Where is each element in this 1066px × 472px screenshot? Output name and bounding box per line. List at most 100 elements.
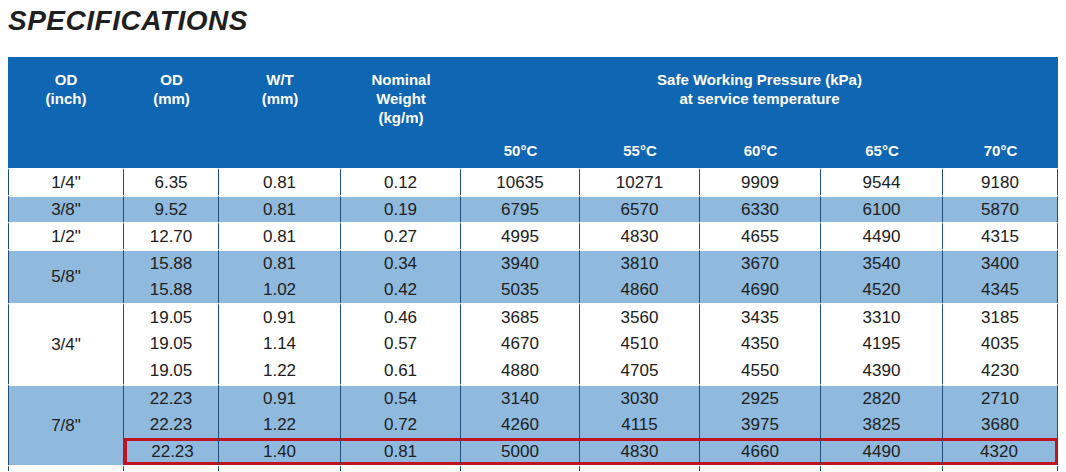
data-cell: 15.88: [124, 249, 219, 276]
data-cell: 4860: [580, 276, 700, 303]
data-cell: 1.40: [219, 438, 341, 465]
data-cell: [580, 465, 700, 471]
data-cell: 0.61: [341, 357, 461, 384]
data-cell: 0.46: [341, 303, 461, 330]
data-cell: [124, 465, 219, 471]
table-row: 15.881.020.4250354860469045204345: [8, 276, 1058, 303]
col-header-65c: 65°C: [821, 123, 943, 168]
header-line: OD: [55, 71, 78, 88]
data-cell: 3310: [821, 303, 943, 330]
data-cell: 3540: [821, 249, 943, 276]
data-cell: 4655: [700, 222, 821, 249]
data-cell: 4260: [461, 411, 580, 438]
data-cell: 5035: [461, 276, 580, 303]
data-cell: 19.05: [124, 330, 219, 357]
data-cell: 19.05: [124, 303, 219, 330]
data-cell: 0.81: [341, 438, 461, 465]
data-cell: 3400: [943, 249, 1058, 276]
data-cell: 0.81: [219, 168, 341, 195]
col-header-70c: 70°C: [943, 123, 1058, 168]
data-cell: 0.54: [341, 384, 461, 411]
data-cell: [700, 465, 821, 471]
data-cell: 0.81: [219, 195, 341, 222]
header-line: Weight: [376, 90, 426, 107]
col-header-nominal-weight: Nominal Weight (kg/m): [341, 57, 461, 168]
data-cell: 4390: [821, 357, 943, 384]
od-inch-cell: 7/8": [8, 384, 124, 465]
data-cell: 9180: [943, 168, 1058, 195]
table-row: 1/4"6.350.810.121063510271990995449180: [8, 168, 1058, 195]
table-row: 19.051.140.5746704510435041954035: [8, 330, 1058, 357]
data-cell: 4705: [580, 357, 700, 384]
header-row-main: OD (inch) OD (mm) W/T (mm) Nominal Weigh…: [8, 57, 1058, 123]
data-cell: 0.72: [341, 411, 461, 438]
data-cell: [8, 465, 124, 471]
col-header-od-mm: OD (mm): [124, 57, 219, 168]
data-cell: 3810: [580, 249, 700, 276]
header-line: Safe Working Pressure (kPa): [657, 71, 862, 88]
data-cell: 4115: [580, 411, 700, 438]
data-cell: 3975: [700, 411, 821, 438]
data-cell: 9909: [700, 168, 821, 195]
header-line: at service temperature: [679, 90, 839, 107]
table-row: 22.231.220.7242604115397538253680: [8, 411, 1058, 438]
data-cell: 4350: [700, 330, 821, 357]
data-cell: 4660: [700, 438, 821, 465]
od-inch-cell: 3/4": [8, 303, 124, 384]
data-cell: 1.14: [219, 330, 341, 357]
data-cell: 4830: [580, 438, 700, 465]
col-header-wt: W/T (mm): [219, 57, 341, 168]
data-cell: 4550: [700, 357, 821, 384]
data-cell: [341, 465, 461, 471]
data-cell: 3940: [461, 249, 580, 276]
header-line: Nominal: [371, 71, 430, 88]
data-cell: 4690: [700, 276, 821, 303]
data-cell: 22.23: [124, 438, 219, 465]
data-cell: 3030: [580, 384, 700, 411]
data-cell: 4345: [943, 276, 1058, 303]
specifications-table: OD (inch) OD (mm) W/T (mm) Nominal Weigh…: [8, 57, 1058, 471]
col-header-50c: 50°C: [461, 123, 580, 168]
header-line: W/T: [266, 71, 294, 88]
data-cell: [821, 465, 943, 471]
data-cell: 3185: [943, 303, 1058, 330]
data-cell: [219, 465, 341, 471]
data-cell: 4230: [943, 357, 1058, 384]
data-cell: 3670: [700, 249, 821, 276]
page-title: SPECIFICATIONS: [8, 4, 1066, 38]
data-cell: 9.52: [124, 195, 219, 222]
col-header-safe-working-pressure: Safe Working Pressure (kPa) at service t…: [461, 57, 1058, 123]
data-cell: 0.27: [341, 222, 461, 249]
data-cell: 4490: [821, 222, 943, 249]
od-inch-cell: 1/4": [8, 168, 124, 195]
data-cell: 3560: [580, 303, 700, 330]
data-cell: 0.19: [341, 195, 461, 222]
data-cell: 3825: [821, 411, 943, 438]
table-header: OD (inch) OD (mm) W/T (mm) Nominal Weigh…: [8, 57, 1058, 168]
header-line: (kg/m): [379, 109, 424, 126]
table-row: 1/2"12.700.810.2749954830465544904315: [8, 222, 1058, 249]
data-cell: 10635: [461, 168, 580, 195]
data-cell: 4315: [943, 222, 1058, 249]
data-cell: 4880: [461, 357, 580, 384]
header-line: (mm): [153, 90, 190, 107]
od-inch-cell: 5/8": [8, 249, 124, 303]
data-cell: 0.57: [341, 330, 461, 357]
data-cell: 3685: [461, 303, 580, 330]
data-cell: 2710: [943, 384, 1058, 411]
data-cell: 4995: [461, 222, 580, 249]
data-cell: 2820: [821, 384, 943, 411]
data-cell: 15.88: [124, 276, 219, 303]
data-cell: 9544: [821, 168, 943, 195]
data-cell: 1.02: [219, 276, 341, 303]
data-cell: 0.12: [341, 168, 461, 195]
data-cell: 12.70: [124, 222, 219, 249]
data-cell: 0.81: [219, 249, 341, 276]
data-cell: 5000: [461, 438, 580, 465]
data-cell: 0.34: [341, 249, 461, 276]
data-cell: 10271: [580, 168, 700, 195]
cutoff-row: [8, 465, 1058, 471]
data-cell: 0.81: [219, 222, 341, 249]
data-cell: 4830: [580, 222, 700, 249]
data-cell: 6.35: [124, 168, 219, 195]
